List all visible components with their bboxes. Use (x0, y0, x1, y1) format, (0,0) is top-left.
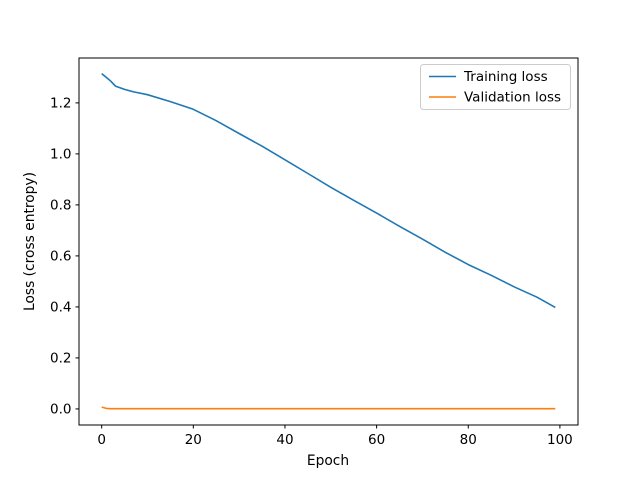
x-axis-label: Epoch (307, 453, 349, 469)
x-tick-label: 80 (460, 432, 477, 448)
data-series (101, 72, 556, 410)
x-axis-ticks: 0 20 40 60 80 100 (97, 425, 573, 448)
y-tick-label: 1.2 (50, 95, 71, 111)
y-tick-label: 0.8 (50, 197, 71, 213)
legend: Training loss Validation loss (420, 64, 571, 110)
legend-box (420, 64, 571, 110)
y-tick-label: 0.4 (50, 299, 71, 315)
x-tick-label: 0 (97, 432, 106, 448)
training-loss-line (101, 72, 556, 309)
legend-label-training: Training loss (463, 69, 548, 85)
y-axis-ticks: 0.0 0.2 0.4 0.6 0.8 1.0 1.2 (50, 95, 79, 417)
legend-item-validation: Validation loss (429, 90, 561, 106)
y-tick-label: 0.0 (50, 401, 71, 417)
x-tick-label: 60 (368, 432, 385, 448)
y-tick-label: 1.0 (50, 146, 71, 162)
x-tick-label: 100 (547, 432, 573, 448)
y-tick-label: 0.2 (50, 350, 71, 366)
x-tick-label: 40 (276, 432, 293, 448)
validation-loss-line (101, 406, 556, 410)
plot-area (78, 57, 579, 426)
y-tick-label: 0.6 (50, 248, 71, 264)
legend-label-validation: Validation loss (464, 90, 561, 106)
legend-item-training: Training loss (429, 69, 548, 85)
y-axis-label: Loss (cross entropy) (22, 172, 38, 311)
x-tick-label: 20 (185, 432, 202, 448)
